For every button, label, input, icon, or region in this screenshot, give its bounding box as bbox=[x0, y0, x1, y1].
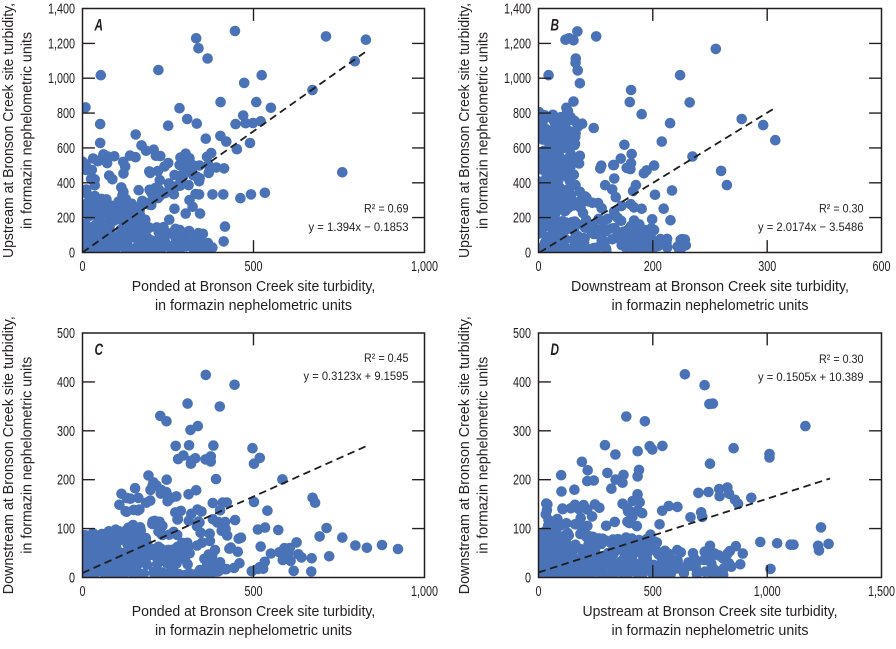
svg-text:200: 200 bbox=[513, 210, 531, 227]
svg-text:0: 0 bbox=[69, 570, 75, 587]
svg-text:0: 0 bbox=[80, 583, 86, 600]
svg-text:A: A bbox=[94, 17, 103, 35]
svg-text:400: 400 bbox=[57, 175, 75, 192]
svg-text:in formazin nephelometric unit: in formazin nephelometric units bbox=[155, 297, 352, 314]
svg-text:400: 400 bbox=[57, 374, 75, 391]
svg-text:y = 1.394x − 0.1853: y = 1.394x − 0.1853 bbox=[309, 220, 409, 234]
svg-text:1,200: 1,200 bbox=[504, 35, 531, 52]
svg-text:1,000: 1,000 bbox=[504, 70, 531, 87]
svg-text:0: 0 bbox=[525, 570, 531, 587]
svg-text:200: 200 bbox=[57, 472, 75, 489]
svg-text:R² = 0.45: R² = 0.45 bbox=[364, 351, 409, 365]
svg-text:in formazin nephelometric unit: in formazin nephelometric units bbox=[475, 32, 492, 229]
svg-text:200: 200 bbox=[644, 258, 662, 275]
svg-text:0: 0 bbox=[536, 258, 542, 275]
svg-text:600: 600 bbox=[513, 140, 531, 157]
svg-text:300: 300 bbox=[57, 423, 75, 440]
svg-text:100: 100 bbox=[513, 521, 531, 538]
svg-text:Ponded at Bronson Creek site t: Ponded at Bronson Creek site turbidity, bbox=[132, 603, 376, 620]
svg-text:300: 300 bbox=[758, 258, 776, 275]
svg-text:600: 600 bbox=[57, 140, 75, 157]
svg-text:R² = 0.30: R² = 0.30 bbox=[819, 202, 864, 216]
svg-text:0: 0 bbox=[536, 583, 542, 600]
svg-text:500: 500 bbox=[57, 325, 75, 342]
svg-text:0: 0 bbox=[525, 245, 531, 262]
svg-text:1,000: 1,000 bbox=[48, 70, 75, 87]
svg-text:y = 0.3123x + 9.1595: y = 0.3123x + 9.1595 bbox=[304, 369, 409, 383]
svg-text:800: 800 bbox=[513, 105, 531, 122]
svg-text:100: 100 bbox=[57, 521, 75, 538]
svg-text:in formazin nephelometric unit: in formazin nephelometric units bbox=[155, 622, 352, 639]
svg-text:1,200: 1,200 bbox=[48, 35, 75, 52]
svg-text:Upstream at Bronson Creek site: Upstream at Bronson Creek site turbidity… bbox=[583, 603, 838, 620]
svg-text:in formazin nephelometric unit: in formazin nephelometric units bbox=[19, 32, 36, 229]
svg-text:200: 200 bbox=[513, 472, 531, 489]
svg-text:y = 2.0174x − 3.5486: y = 2.0174x − 3.5486 bbox=[758, 220, 864, 234]
svg-text:in formazin nephelometric unit: in formazin nephelometric units bbox=[612, 297, 809, 314]
svg-text:in formazin nephelometric unit: in formazin nephelometric units bbox=[475, 356, 492, 553]
svg-text:Upstream at Bronson Creek site: Upstream at Bronson Creek site turbidity… bbox=[0, 3, 17, 258]
svg-text:500: 500 bbox=[644, 583, 662, 600]
svg-text:R² = 0.69: R² = 0.69 bbox=[364, 202, 409, 216]
svg-text:400: 400 bbox=[513, 374, 531, 391]
svg-text:0: 0 bbox=[80, 258, 86, 275]
svg-text:200: 200 bbox=[57, 210, 75, 227]
svg-text:Downstream at Bronson Creek si: Downstream at Bronson Creek site turbidi… bbox=[571, 278, 849, 295]
svg-text:1,400: 1,400 bbox=[504, 1, 531, 18]
svg-text:500: 500 bbox=[513, 325, 531, 342]
svg-text:1,500: 1,500 bbox=[868, 583, 895, 600]
svg-text:B: B bbox=[551, 17, 560, 35]
svg-text:y = 0.1505x + 10.389: y = 0.1505x + 10.389 bbox=[758, 370, 864, 384]
svg-text:in formazin nephelometric unit: in formazin nephelometric units bbox=[612, 622, 809, 639]
svg-text:600: 600 bbox=[873, 258, 891, 275]
svg-text:D: D bbox=[551, 341, 560, 359]
svg-text:C: C bbox=[95, 341, 104, 359]
svg-text:1,400: 1,400 bbox=[48, 1, 75, 18]
svg-text:400: 400 bbox=[513, 175, 531, 192]
svg-text:in formazin nephelometric unit: in formazin nephelometric units bbox=[19, 356, 36, 553]
svg-text:Upstream at Bronson Creek site: Upstream at Bronson Creek site turbidity… bbox=[456, 3, 473, 258]
svg-text:1,000: 1,000 bbox=[754, 583, 781, 600]
svg-text:Downstream at Bronson Creek si: Downstream at Bronson Creek site turbidi… bbox=[0, 316, 17, 594]
svg-text:R² = 0.30: R² = 0.30 bbox=[819, 352, 864, 366]
svg-text:1,000: 1,000 bbox=[411, 258, 438, 275]
svg-text:Downstream at Bronson Creek si: Downstream at Bronson Creek site turbidi… bbox=[456, 316, 473, 594]
svg-text:0: 0 bbox=[69, 245, 75, 262]
svg-text:500: 500 bbox=[245, 258, 263, 275]
svg-text:1,000: 1,000 bbox=[411, 583, 438, 600]
svg-text:Ponded at Bronson Creek site t: Ponded at Bronson Creek site turbidity, bbox=[132, 278, 376, 295]
svg-text:300: 300 bbox=[513, 423, 531, 440]
svg-text:800: 800 bbox=[57, 105, 75, 122]
svg-text:500: 500 bbox=[245, 583, 263, 600]
